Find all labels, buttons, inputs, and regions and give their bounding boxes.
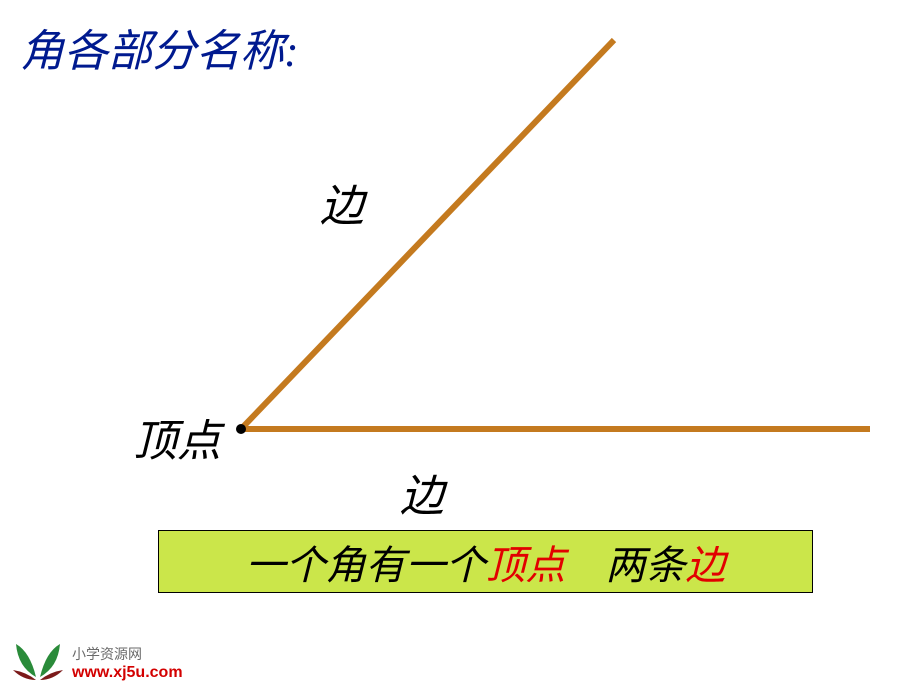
summary-part-2: 顶点 bbox=[486, 543, 566, 588]
summary-part-1: 一个角有一个 bbox=[246, 543, 486, 588]
summary-text: 一个角有一个顶点 两条边 bbox=[246, 533, 726, 591]
vertex-label: 顶点 bbox=[133, 405, 221, 469]
side-label-lower: 边 bbox=[400, 460, 444, 524]
side-label-upper: 边 bbox=[320, 170, 364, 234]
angle-ray-upper bbox=[241, 40, 614, 429]
angle-vertex-point bbox=[236, 424, 246, 434]
summary-box: 一个角有一个顶点 两条边 bbox=[158, 530, 813, 593]
leaf-icon bbox=[8, 632, 68, 682]
summary-part-3: 两条 bbox=[566, 543, 686, 588]
logo-url: www.xj5u.com bbox=[72, 664, 183, 682]
logo-text-block: 小学资源网 www.xj5u.com bbox=[72, 644, 183, 682]
summary-part-4: 边 bbox=[686, 543, 726, 588]
logo-label: 小学资源网 bbox=[72, 644, 183, 664]
site-logo: 小学资源网 www.xj5u.com bbox=[8, 632, 183, 682]
